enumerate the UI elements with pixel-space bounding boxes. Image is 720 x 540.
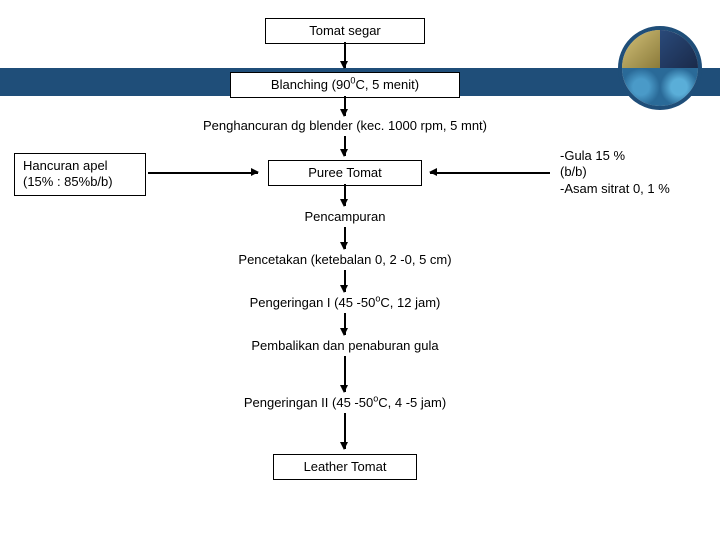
box-hancuran-apel: Hancuran apel(15% : 85%b/b) [14, 153, 146, 196]
arrow-down-8 [344, 356, 346, 392]
university-logo [618, 26, 702, 110]
arrow-down-5 [344, 227, 346, 249]
label-gula-asam: -Gula 15 %(b/b)-Asam sitrat 0, 1 % [560, 148, 714, 197]
label-pencetakan: Pencetakan (ketebalan 0, 2 -0, 5 cm) [210, 252, 480, 268]
arrow-down-7 [344, 313, 346, 335]
arrow-down-4 [344, 184, 346, 206]
arrow-down-1 [344, 42, 346, 68]
arrow-right-apel [148, 172, 258, 174]
arrow-down-2 [344, 96, 346, 116]
box-tomat-segar: Tomat segar [265, 18, 425, 44]
label-pengeringan-1: Pengeringan I (45 -50oC, 12 jam) [215, 295, 475, 311]
label-pengeringan-2: Pengeringan II (45 -50oC, 4 -5 jam) [210, 395, 480, 411]
label-pencampuran: Pencampuran [260, 209, 430, 225]
arrow-down-9 [344, 413, 346, 449]
label-penghancuran: Penghancuran dg blender (kec. 1000 rpm, … [170, 118, 520, 134]
box-leather-tomat: Leather Tomat [273, 454, 417, 480]
arrow-down-3 [344, 136, 346, 156]
box-blanching: Blanching (900C, 5 menit) [230, 72, 460, 98]
box-puree: Puree Tomat [268, 160, 422, 186]
arrow-left-gula [430, 172, 550, 174]
arrow-down-6 [344, 270, 346, 292]
label-pembalikan: Pembalikan dan penaburan gula [220, 338, 470, 354]
